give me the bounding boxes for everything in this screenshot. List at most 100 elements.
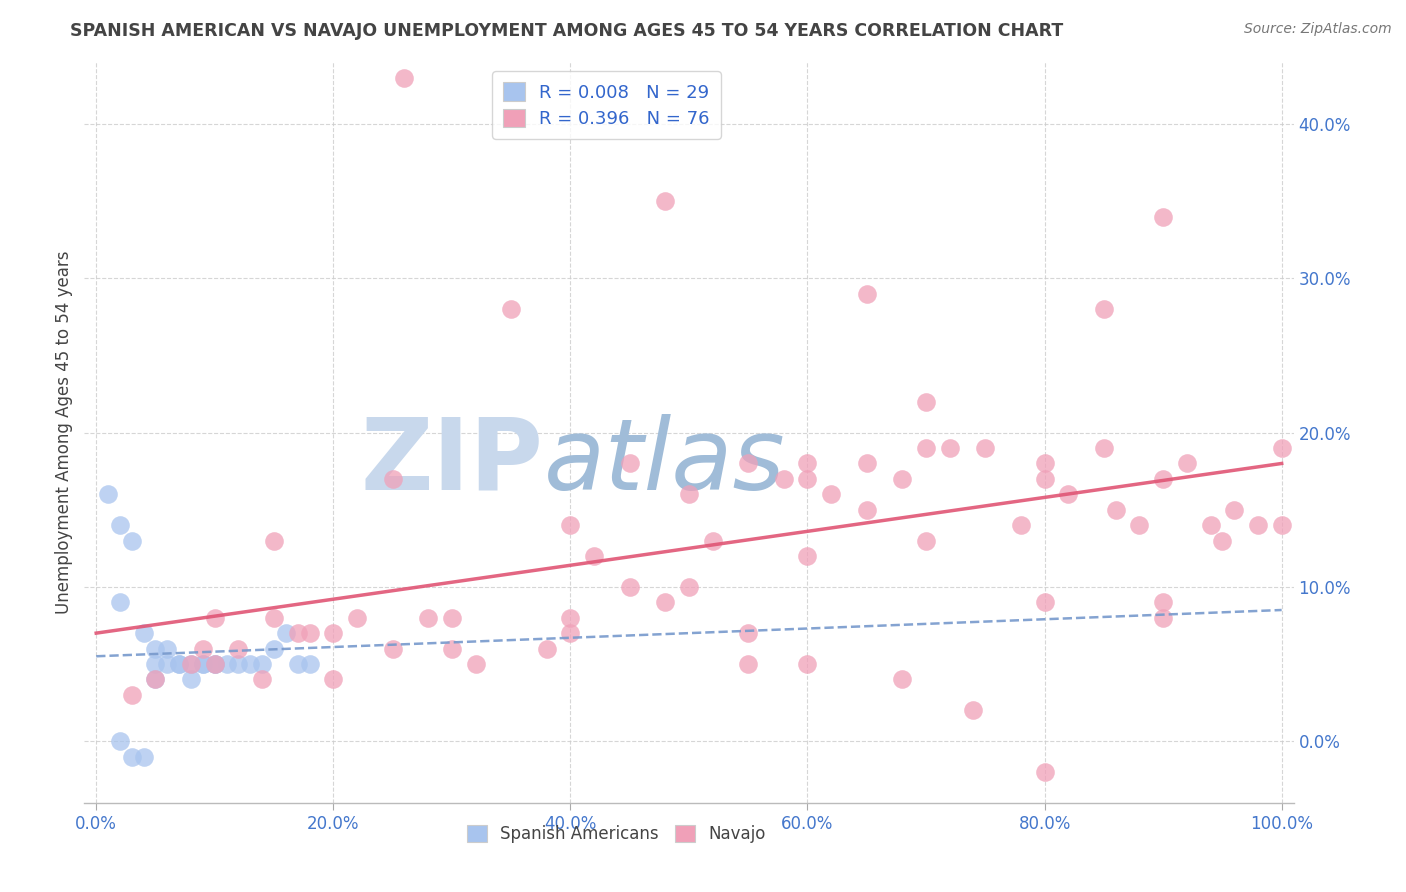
Point bbox=[418, 611, 440, 625]
Point bbox=[654, 595, 676, 609]
Point bbox=[1271, 441, 1294, 455]
Point bbox=[180, 673, 202, 687]
Point bbox=[1175, 457, 1198, 471]
Point bbox=[560, 518, 582, 533]
Point bbox=[440, 641, 463, 656]
Point bbox=[536, 641, 558, 656]
Point bbox=[1033, 472, 1056, 486]
Point bbox=[654, 194, 676, 209]
Point bbox=[737, 657, 759, 671]
Point bbox=[796, 472, 818, 486]
Point bbox=[263, 533, 285, 548]
Point bbox=[1152, 472, 1174, 486]
Point bbox=[855, 286, 877, 301]
Point bbox=[1010, 518, 1032, 533]
Point bbox=[204, 611, 226, 625]
Point bbox=[298, 657, 321, 671]
Point bbox=[678, 580, 700, 594]
Point bbox=[501, 302, 523, 317]
Point bbox=[619, 457, 641, 471]
Point bbox=[1211, 533, 1233, 548]
Point bbox=[204, 657, 226, 671]
Point bbox=[250, 657, 273, 671]
Point bbox=[239, 657, 262, 671]
Point bbox=[108, 595, 131, 609]
Point bbox=[1247, 518, 1270, 533]
Y-axis label: Unemployment Among Ages 45 to 54 years: Unemployment Among Ages 45 to 54 years bbox=[55, 251, 73, 615]
Point bbox=[250, 673, 273, 687]
Point bbox=[1057, 487, 1080, 501]
Point bbox=[167, 657, 190, 671]
Point bbox=[915, 394, 938, 409]
Point bbox=[228, 657, 250, 671]
Point bbox=[191, 657, 214, 671]
Point bbox=[394, 70, 416, 85]
Point bbox=[1152, 611, 1174, 625]
Point bbox=[132, 749, 155, 764]
Point bbox=[263, 641, 285, 656]
Point bbox=[915, 533, 938, 548]
Point bbox=[346, 611, 368, 625]
Point bbox=[702, 533, 724, 548]
Point bbox=[855, 502, 877, 516]
Point bbox=[287, 626, 309, 640]
Point bbox=[464, 657, 486, 671]
Point bbox=[1092, 441, 1115, 455]
Point bbox=[560, 611, 582, 625]
Point bbox=[583, 549, 606, 563]
Point bbox=[1271, 518, 1294, 533]
Point bbox=[145, 657, 167, 671]
Point bbox=[560, 626, 582, 640]
Point bbox=[1033, 457, 1056, 471]
Point bbox=[322, 626, 344, 640]
Point bbox=[1199, 518, 1222, 533]
Point bbox=[962, 703, 984, 717]
Point bbox=[322, 673, 344, 687]
Point bbox=[1223, 502, 1246, 516]
Point bbox=[108, 518, 131, 533]
Point bbox=[440, 611, 463, 625]
Point bbox=[1033, 764, 1056, 779]
Point bbox=[121, 749, 143, 764]
Point bbox=[191, 641, 214, 656]
Point bbox=[855, 457, 877, 471]
Point bbox=[891, 673, 914, 687]
Point bbox=[381, 472, 404, 486]
Point bbox=[938, 441, 960, 455]
Point bbox=[263, 611, 285, 625]
Point bbox=[145, 641, 167, 656]
Point bbox=[1152, 210, 1174, 224]
Point bbox=[772, 472, 794, 486]
Point bbox=[1128, 518, 1150, 533]
Point bbox=[156, 641, 179, 656]
Point bbox=[97, 487, 120, 501]
Point bbox=[1152, 595, 1174, 609]
Point bbox=[678, 487, 700, 501]
Point bbox=[796, 657, 818, 671]
Point bbox=[287, 657, 309, 671]
Point bbox=[180, 657, 202, 671]
Point bbox=[820, 487, 842, 501]
Text: Source: ZipAtlas.com: Source: ZipAtlas.com bbox=[1244, 22, 1392, 37]
Point bbox=[619, 580, 641, 594]
Legend: Spanish Americans, Navajo: Spanish Americans, Navajo bbox=[460, 819, 773, 850]
Point bbox=[1033, 595, 1056, 609]
Point bbox=[228, 641, 250, 656]
Text: atlas: atlas bbox=[544, 414, 786, 511]
Point bbox=[145, 673, 167, 687]
Point bbox=[298, 626, 321, 640]
Point bbox=[737, 457, 759, 471]
Point bbox=[204, 657, 226, 671]
Point bbox=[974, 441, 997, 455]
Point bbox=[891, 472, 914, 486]
Point bbox=[167, 657, 190, 671]
Point bbox=[215, 657, 238, 671]
Point bbox=[1092, 302, 1115, 317]
Point bbox=[796, 549, 818, 563]
Point bbox=[156, 657, 179, 671]
Point bbox=[121, 533, 143, 548]
Point bbox=[121, 688, 143, 702]
Point bbox=[145, 673, 167, 687]
Point bbox=[204, 657, 226, 671]
Point bbox=[1105, 502, 1128, 516]
